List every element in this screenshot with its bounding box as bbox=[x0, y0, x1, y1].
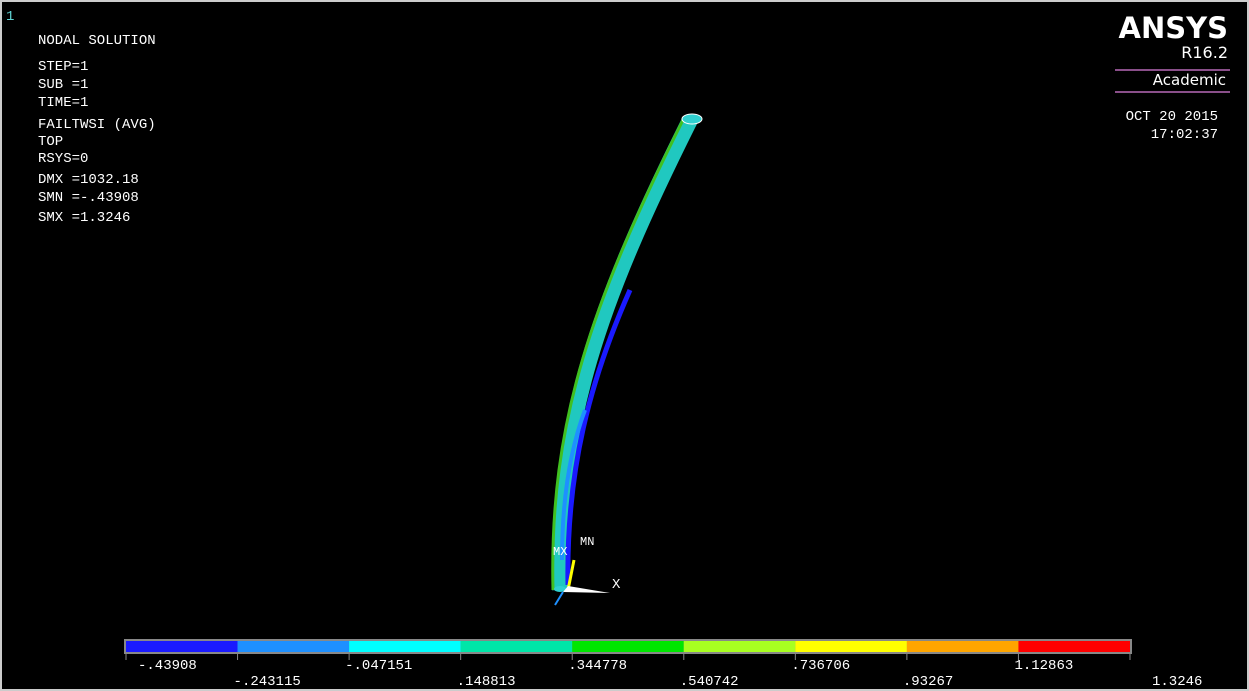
legend-swatch bbox=[126, 641, 238, 652]
axis-label: X bbox=[612, 577, 621, 593]
info-line: SMN =-.43908 bbox=[38, 190, 139, 206]
info-line: SMX =1.3246 bbox=[38, 210, 130, 226]
legend-label: -.243115 bbox=[234, 674, 301, 690]
logo-release: R16.2 bbox=[1181, 43, 1228, 62]
legend-swatch bbox=[684, 641, 796, 652]
legend-swatch bbox=[349, 641, 461, 652]
legend-label: -.047151 bbox=[345, 658, 412, 674]
info-line: TIME=1 bbox=[38, 95, 88, 111]
legend-label: .148813 bbox=[457, 674, 516, 690]
legend-swatch bbox=[907, 641, 1019, 652]
legend-swatch bbox=[572, 641, 684, 652]
info-line: RSYS=0 bbox=[38, 151, 88, 167]
legend-label: .540742 bbox=[680, 674, 739, 690]
info-line: STEP=1 bbox=[38, 59, 88, 75]
time: 17:02:37 bbox=[1151, 127, 1218, 143]
legend-label: .93267 bbox=[903, 674, 953, 690]
window-number: 1 bbox=[6, 9, 14, 25]
info-line: DMX =1032.18 bbox=[38, 172, 139, 188]
info-line: TOP bbox=[38, 134, 63, 150]
legend-label: 1.12863 bbox=[1014, 658, 1073, 674]
legend-label: 1.3246 bbox=[1152, 674, 1202, 690]
max-marker: MX bbox=[553, 545, 567, 559]
date: OCT 20 2015 bbox=[1126, 109, 1218, 125]
legend-swatch bbox=[461, 641, 573, 652]
beam-end bbox=[682, 114, 702, 124]
info-line: SUB =1 bbox=[38, 77, 88, 93]
info-title: NODAL SOLUTION bbox=[38, 33, 156, 49]
page: 1 NODAL SOLUTION STEP=1 SUB =1 TIME=1 FAILT… bbox=[0, 0, 1249, 691]
legend-swatch bbox=[1018, 641, 1130, 652]
legend-label: -.43908 bbox=[138, 658, 197, 674]
legend-swatch bbox=[795, 641, 907, 652]
graphics-window: 1 NODAL SOLUTION STEP=1 SUB =1 TIME=1 FAILT… bbox=[0, 0, 1249, 691]
legend-label: .736706 bbox=[791, 658, 850, 674]
info-line: FAILTWSI (AVG) bbox=[38, 117, 156, 133]
min-marker: MN bbox=[580, 535, 594, 549]
background bbox=[0, 0, 1249, 691]
logo-license: Academic bbox=[1153, 71, 1226, 89]
logo-name: ANSYS bbox=[1119, 11, 1229, 45]
legend-swatch bbox=[238, 641, 350, 652]
legend-label: .344778 bbox=[568, 658, 627, 674]
